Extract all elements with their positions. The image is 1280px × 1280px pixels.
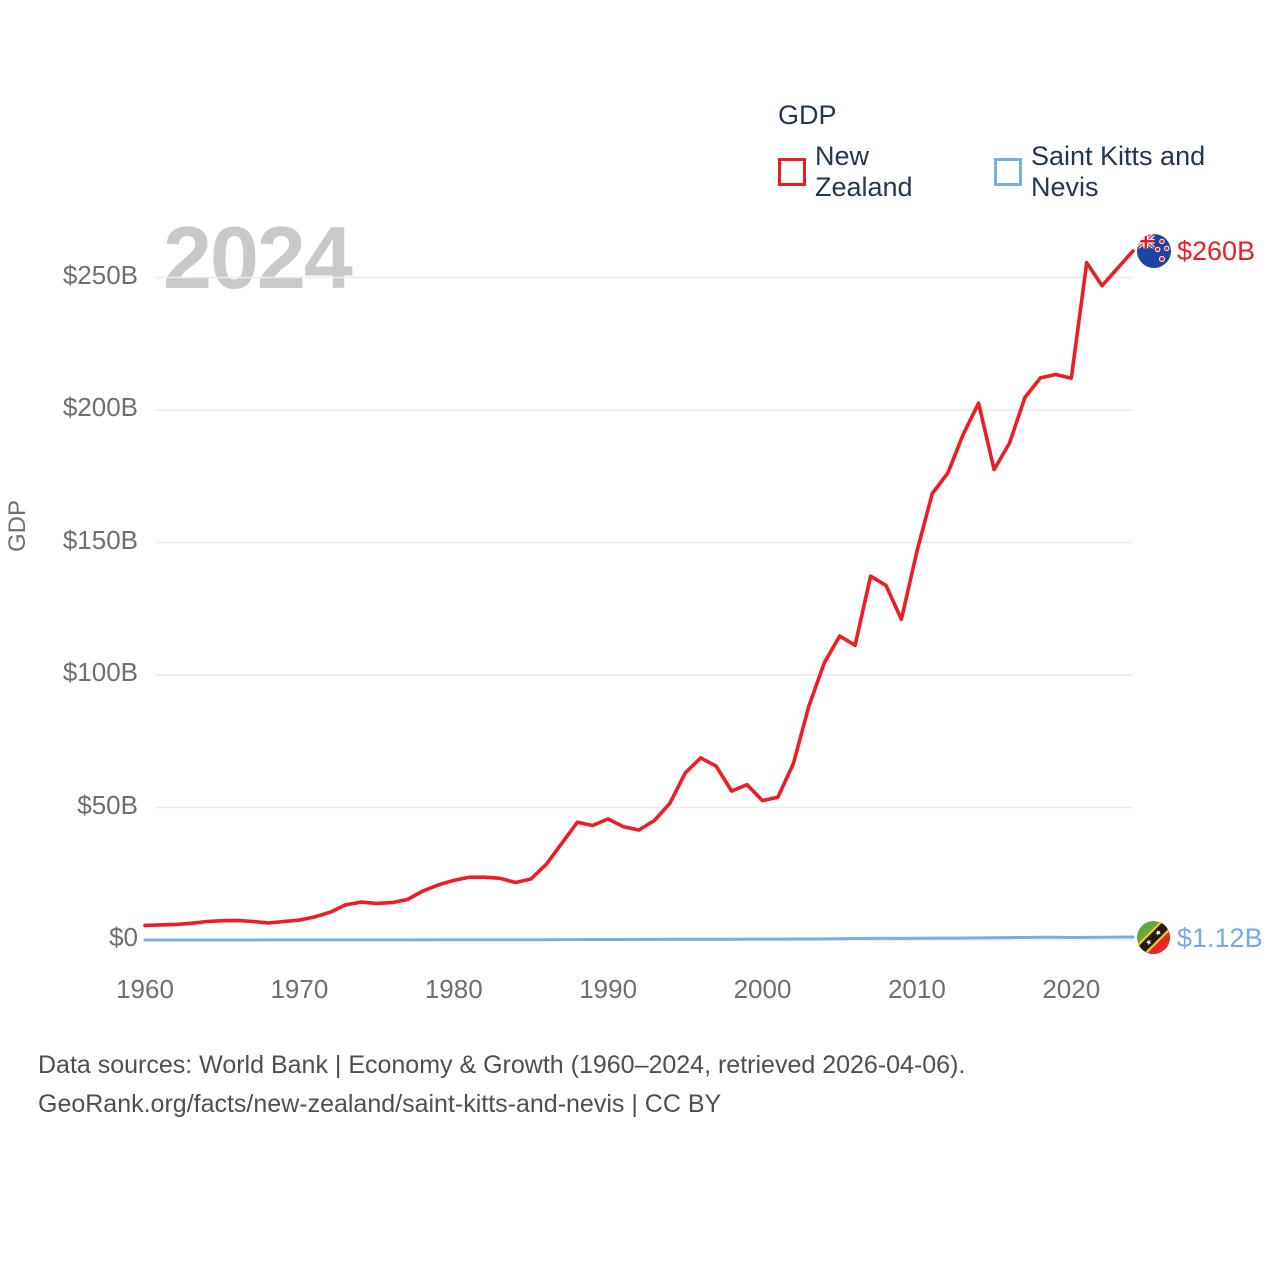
y-axis-title: GDP (4, 499, 31, 552)
y-tick-label: $100B (62, 657, 138, 687)
footer: Data sources: World Bank | Economy & Gro… (38, 1046, 965, 1124)
saint-kitts-and-nevis-swatch-icon (994, 158, 1022, 186)
legend-item-saint-kitts-and-nevis[interactable]: Saint Kitts and Nevis (994, 141, 1280, 203)
chart-legend: GDP New Zealand Saint Kitts and Nevis (778, 100, 1280, 203)
footer-data-sources: Data sources: World Bank | Economy & Gro… (38, 1051, 966, 1079)
y-tick-label: $0 (109, 922, 138, 952)
legend-items-row: New Zealand Saint Kitts and Nevis (778, 141, 1280, 203)
saint-kitts-value-label: $1.12B (1177, 923, 1263, 953)
x-tick-label: 1960 (116, 974, 174, 1004)
y-tick-label: $150B (62, 524, 138, 555)
series-line-new-zealand (143, 249, 1135, 928)
y-tick-label: $200B (62, 392, 138, 422)
legend-item-new-zealand[interactable]: New Zealand (778, 141, 974, 203)
legend-item-label: New Zealand (815, 141, 913, 202)
y-tick-label: $250B (62, 259, 138, 290)
x-tick-label: 1990 (579, 974, 638, 1004)
legend-item-label: Saint Kitts and Nevis (1031, 141, 1206, 202)
new-zealand-swatch-icon (778, 158, 806, 186)
x-tick-label: 2000 (733, 974, 792, 1004)
saint-kitts-and-nevis-flag-icon (1137, 921, 1170, 954)
footer-attribution-link[interactable]: GeoRank.org/facts/new-zealand/saint-kitt… (38, 1090, 722, 1118)
series-line-saint-kitts-and-nevis (143, 935, 1135, 942)
x-tick-label: 2020 (1042, 974, 1101, 1004)
x-tick-label: 1970 (270, 974, 329, 1004)
x-tick-label: 2010 (887, 974, 946, 1004)
y-tick-label: $50B (77, 789, 138, 820)
year-watermark: 2024 (163, 208, 353, 307)
legend-title: GDP (778, 100, 837, 130)
x-tick-label: 1980 (424, 974, 483, 1004)
new-zealand-value-label: $260B (1177, 236, 1256, 266)
new-zealand-flag-icon (1137, 234, 1171, 268)
